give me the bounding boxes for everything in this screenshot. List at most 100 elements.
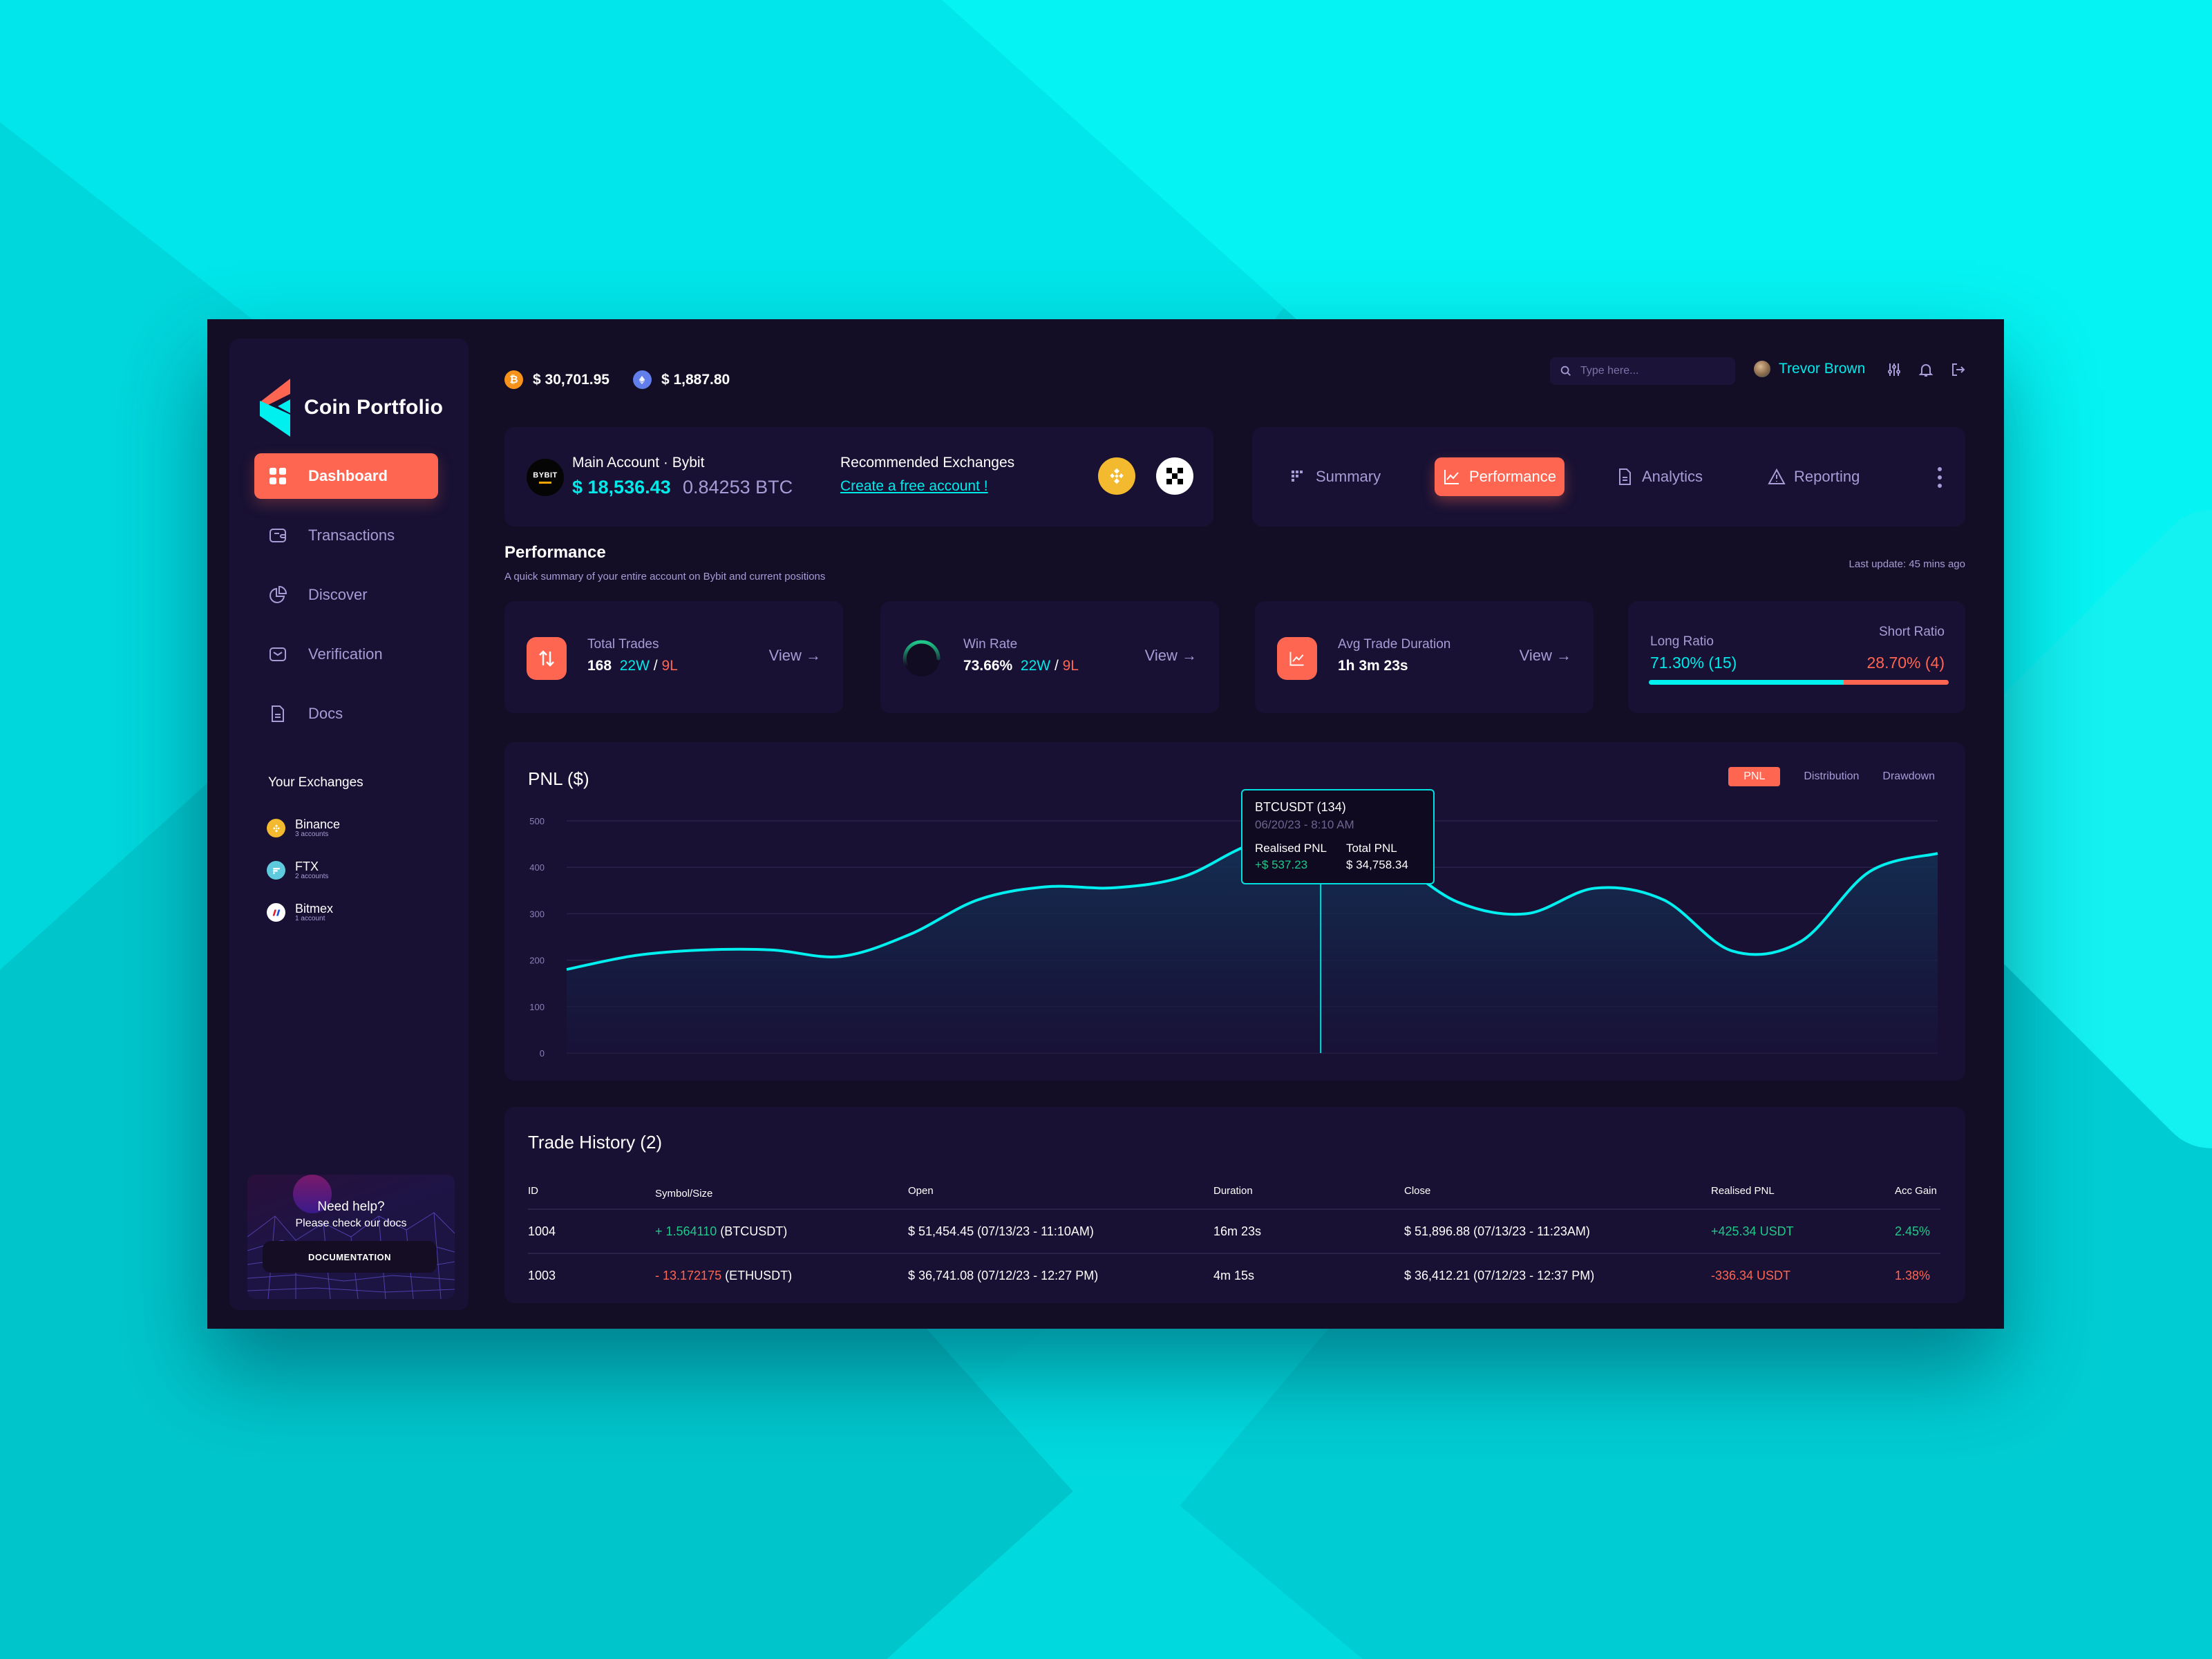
trade-id: 1003 [528,1253,655,1298]
documentation-button[interactable]: DOCUMENTATION [263,1241,437,1273]
account-card: BYBIT Main Account · Bybit $ 18,536.43 0… [504,427,1213,527]
sidebar-item-dashboard[interactable]: Dashboard [254,453,438,499]
svg-text:300: 300 [529,909,545,919]
exchange-ftx[interactable]: FTX 2 accounts [267,849,340,891]
logo-icon [260,379,290,437]
column-header[interactable]: Close [1404,1185,1431,1197]
trade-duration: 4m 15s [1213,1253,1404,1298]
svg-text:400: 400 [529,862,545,873]
column-header[interactable]: Symbol/Size [655,1188,713,1200]
performance-subtitle: A quick summary of your entire account o… [504,571,826,582]
ethereum-icon [632,370,652,389]
sidebar-item-verification[interactable]: Verification [254,632,438,677]
table-row[interactable]: 1003 - 13.172175 (ETHUSDT) $ 36,741.08 (… [528,1253,1940,1298]
account-balance-usd: $ 18,536.43 [572,477,671,497]
wireframe-terrain-illustration [247,1212,455,1299]
sidebar-item-discover[interactable]: Discover [254,572,438,618]
bybit-logo: BYBIT [527,459,564,496]
mail-icon [270,647,286,661]
app-window: Coin Portfolio Dashboard Transactions Di… [207,319,2004,1329]
trade-symbol-size: - 13.172175 (ETHUSDT) [655,1253,908,1298]
tooltip-date: 06/20/23 - 8:10 AM [1255,818,1354,831]
long-ratio-label: Long Ratio [1650,634,1714,649]
table-row[interactable]: 1004 + 1.564110 (BTCUSDT) $ 51,454.45 (0… [528,1208,1940,1253]
tooltip-total-value: $ 34,758.34 [1346,858,1408,871]
document-icon [1619,468,1631,485]
avatar [1754,361,1770,377]
win-rate-ring-icon [902,640,940,676]
trade-history-title: Trade History (2) [528,1132,663,1153]
sidebar-item-label: Docs [308,705,343,722]
view-win-rate-link[interactable]: View → [1144,647,1197,664]
column-header[interactable]: Realised PNL [1711,1185,1775,1197]
view-total-trades-link[interactable]: View → [768,647,821,664]
exchange-name: Binance [295,817,341,831]
column-header[interactable]: Open [908,1185,934,1197]
app-title: Coin Portfolio [304,396,444,419]
warning-icon [1768,468,1786,484]
grid-icon [270,468,286,484]
view-avg-duration-link[interactable]: View → [1519,647,1571,664]
column-header[interactable]: Duration [1213,1185,1253,1197]
trend-icon [1277,637,1317,680]
create-account-link[interactable]: Create a free account ! [840,478,988,494]
summary-icon [1292,471,1303,482]
sidebar-item-label: Verification [308,645,383,663]
stat-value: 1h 3m 23s [1338,658,1408,674]
sliders-icon[interactable] [1887,362,1902,377]
tab-analytics[interactable]: Analytics [1607,457,1711,496]
stat-label: Win Rate [963,637,1018,652]
svg-text:500: 500 [529,816,545,826]
trade-realised-pnl: -336.34 USDT [1711,1253,1895,1298]
okx-icon [1166,468,1183,484]
tab-reporting[interactable]: Reporting [1759,457,1868,496]
btc-price-value: $ 30,701.95 [533,371,609,388]
sidebar: Coin Portfolio Dashboard Transactions Di… [229,339,469,1310]
chart-tab-pnl[interactable]: PNL [1728,767,1781,786]
search-bar[interactable] [1550,357,1735,385]
tab-summary[interactable]: Summary [1281,457,1389,496]
account-title: Main Account · Bybit [572,455,705,471]
help-subtitle: Please check our docs [295,1217,407,1229]
binance-icon [1110,468,1124,484]
long-short-ratio-card: Long Ratio 71.30% (15) Short Ratio 28.70… [1628,601,1965,713]
user-profile[interactable]: Trevor Brown [1754,361,1865,377]
tooltip-total-label: Total PNL [1346,842,1397,855]
stat-label: Avg Trade Duration [1338,637,1451,652]
trade-acc-gain: 2.45% [1895,1208,1940,1253]
tab-performance[interactable]: Performance [1435,457,1565,496]
tab-label: Reporting [1794,468,1860,485]
column-header[interactable]: Acc Gain [1895,1184,1937,1197]
exchanges-list: Binance 3 accounts FTX 2 accounts Bitm [267,807,340,933]
pnl-area-chart[interactable]: 0 100 200 300 400 500 [504,742,1965,1081]
document-icon [272,705,284,722]
header-actions [1887,362,1965,377]
arrows-up-down-icon [527,637,567,680]
exchange-name: Bitmex [295,901,334,916]
last-update: Last update: 45 mins ago [1849,558,1965,570]
app-logo[interactable]: Coin Portfolio [260,379,443,437]
bell-icon[interactable] [1918,362,1934,377]
okx-recommend-button[interactable] [1156,457,1193,495]
more-options-icon[interactable] [1936,466,1943,489]
sidebar-item-transactions[interactable]: Transactions [254,513,438,558]
trade-realised-pnl: +425.34 USDT [1711,1208,1895,1253]
tab-label: Summary [1316,468,1381,485]
column-header[interactable]: ID [528,1185,538,1197]
exchange-accounts: 3 accounts [295,830,329,838]
chart-tab-distribution[interactable]: Distribution [1804,770,1860,782]
binance-recommend-button[interactable] [1098,457,1135,495]
decorative-orb [293,1175,332,1213]
exchange-binance[interactable]: Binance 3 accounts [267,807,340,849]
stat-total-trades: Total Trades 168 22W / 9L View → [504,601,843,713]
search-input[interactable] [1580,365,1719,377]
ftx-icon [267,861,285,880]
search-icon [1560,366,1571,376]
recommended-title: Recommended Exchanges [840,455,1015,471]
chart-tab-drawdown[interactable]: Drawdown [1882,770,1935,782]
exchange-bitmex[interactable]: Bitmex 1 account [267,891,340,933]
logout-icon[interactable] [1950,362,1965,377]
stat-win-rate: Win Rate 73.66% 22W / 9L View → [880,601,1219,713]
binance-icon [267,819,285,837]
sidebar-item-docs[interactable]: Docs [254,691,438,737]
